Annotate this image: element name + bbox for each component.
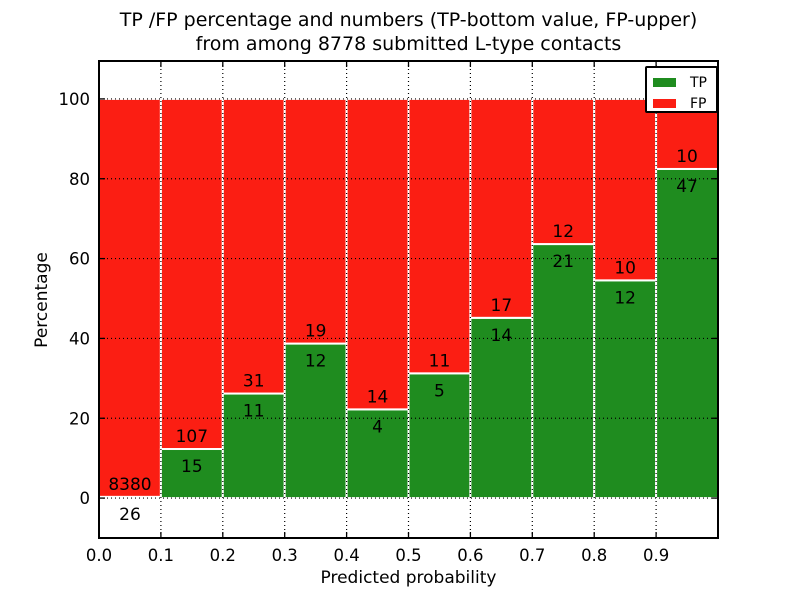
bar-count-label-tp: 12 (305, 352, 327, 372)
bar-count-label-fp: 12 (552, 222, 574, 242)
bar-count-label-fp: 10 (676, 147, 698, 167)
x-tick-label: 0.0 (86, 546, 112, 565)
x-tick-label: 0.8 (581, 546, 607, 565)
bar-count-label-fp: 31 (243, 372, 265, 392)
bar-count-label-fp: 19 (305, 322, 327, 342)
chart-title-line2: from among 8778 submitted L-type contact… (195, 33, 622, 55)
bar-count-label-fp: 14 (367, 387, 389, 407)
bar-segment-fp (98, 97, 162, 498)
bar-count-label-fp: 17 (491, 296, 513, 316)
bar-count-label-fp: 107 (176, 427, 208, 447)
chart-title: TP /FP percentage and numbers (TP-bottom… (99, 8, 718, 56)
bar-segment-fp (407, 97, 472, 375)
x-tick-label: 0.2 (210, 546, 236, 565)
bar-segment-tp (469, 316, 534, 500)
y-tick-label: 40 (69, 329, 90, 348)
bar-segment-tp (531, 243, 596, 500)
y-tick-label: 20 (69, 409, 90, 428)
bar-count-label-fp: 10 (614, 258, 636, 278)
bar-count-label-tp: 15 (181, 457, 203, 477)
x-tick-label: 0.4 (333, 546, 359, 565)
bar-segment-fp (469, 97, 534, 319)
legend-item-tp: TP (647, 73, 716, 92)
legend-swatch-fp-icon (653, 99, 676, 108)
legend-label-fp: FP (690, 95, 707, 112)
bar-count-label-tp: 4 (372, 417, 383, 437)
legend-swatch-tp-icon (653, 78, 676, 87)
bar-count-label-tp: 14 (491, 326, 513, 346)
bar-segment-fp (531, 97, 596, 246)
y-tick-label: 100 (59, 90, 91, 109)
bar-segment-fp (345, 97, 410, 411)
bar-segment-fp (159, 97, 224, 451)
bar-segment-tp (655, 167, 719, 500)
legend-label-tp: TP (690, 74, 707, 91)
x-tick-label: 0.1 (148, 546, 174, 565)
bar-count-label-tp: 21 (552, 252, 574, 272)
bar-count-label-tp: 12 (614, 288, 636, 308)
x-axis-label: Predicted probability (320, 568, 497, 588)
x-tick-label: 0.3 (272, 546, 298, 565)
bar-segment-tp (593, 279, 658, 500)
y-tick-label: 80 (69, 170, 90, 189)
x-tick-label: 0.9 (643, 546, 669, 565)
legend: TP FP (645, 66, 718, 113)
bar-count-label-fp: 11 (429, 351, 451, 371)
bar-segment-tp (345, 408, 410, 500)
bar-segment-fp (283, 97, 348, 345)
bar-count-label-tp: 11 (243, 402, 265, 422)
legend-item-fp: FP (647, 94, 716, 113)
bar-segment-tp (283, 342, 348, 500)
bar-count-label-fp: 8380 (108, 475, 151, 495)
bar-count-label-tp: 5 (434, 381, 445, 401)
bar-segment-fp (221, 97, 286, 395)
y-axis-label: Percentage (32, 252, 52, 348)
y-tick-label: 60 (69, 250, 90, 269)
x-tick-label: 0.5 (395, 546, 421, 565)
chart-title-line1: TP /FP percentage and numbers (TP-bottom… (119, 9, 698, 31)
bar-count-label-tp: 47 (676, 177, 698, 197)
y-tick-label: 0 (80, 489, 91, 508)
bar-segment-fp (593, 97, 658, 282)
bar-count-label-tp: 26 (119, 505, 141, 525)
x-tick-label: 0.6 (457, 546, 483, 565)
x-tick-label: 0.7 (519, 546, 545, 565)
